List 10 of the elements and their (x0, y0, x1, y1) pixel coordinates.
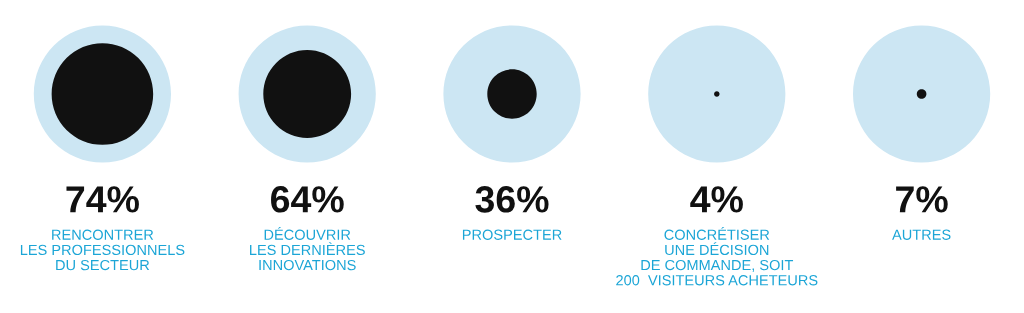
category-label: AUTRES (892, 229, 951, 240)
category-label: PROSPECTER (462, 229, 562, 240)
category-label: CONCRÉTISER UNE DÉCISION DE COMMANDE, SOIT 200 VISITEURS ACHETEURS (616, 227, 818, 286)
category-label: DÉCOUVRIR LES DERNIÈRES INNOVATIONS (250, 227, 365, 271)
data-label: 7% (896, 186, 948, 213)
data-label: 36% (475, 186, 549, 213)
data-label: 64% (271, 186, 344, 213)
category-label: RENCONTRER LES PROFESSIONNELS DU SECTEUR (20, 229, 185, 271)
data-label: 4% (690, 186, 743, 213)
data-label: 74% (66, 186, 139, 213)
